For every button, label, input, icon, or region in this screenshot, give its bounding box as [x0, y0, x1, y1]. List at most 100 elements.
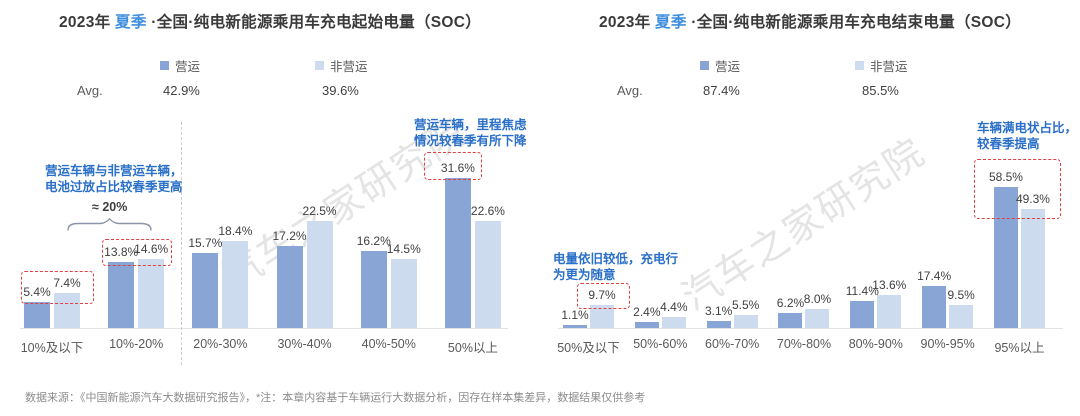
value-label: 3.1%: [704, 304, 733, 318]
bar-slot: 9.5%: [947, 113, 975, 328]
bar-group: 15.7% 18.4% 20%-30%: [188, 113, 252, 351]
title-scope: ·全国·纯电新能源乘用车充电结束电量（SOC）: [686, 14, 1022, 31]
value-label: 4.4%: [660, 300, 688, 314]
bar-operating: [850, 301, 875, 328]
bar-slot: 15.7%: [188, 113, 222, 328]
bar-operating: [634, 322, 659, 328]
bar-non-operating: [661, 317, 686, 328]
value-label: 22.5%: [302, 204, 337, 218]
legend-swatch-non-operating-icon: [315, 61, 324, 70]
bar-operating: [108, 262, 135, 328]
value-label: 17.2%: [272, 229, 307, 243]
bar-slot: 2.4%: [633, 113, 661, 328]
footer-note: 数据来源：《中国新能源汽车大数据研究报告》，*注：本章内容基于车辆运行大数据分析…: [25, 392, 646, 404]
bar-chart-end-soc: 1.1% 9.7% 50%及以下 2.4% 4.4% 50%-60% 3.1% 5.5% 60%…: [557, 113, 1050, 355]
bar-slot: 58.5%: [989, 113, 1023, 328]
title-year: 2023年: [58, 14, 116, 31]
legend-label-non-operating: 非营运: [330, 60, 368, 74]
bar-slot: 17.2%: [273, 113, 307, 328]
bar-slot: 9.7%: [588, 113, 616, 328]
avg-value-non-operating: 39.6%: [322, 83, 359, 98]
bar-non-operating: [877, 295, 902, 328]
category-label: 50%-60%: [633, 337, 688, 351]
annotation-range-anxiety: 营运车辆，里程焦虑 情况较春季有所下降: [414, 118, 527, 148]
bar-group: 3.1% 5.5% 60%-70%: [704, 113, 759, 351]
bar-slot: 5.5%: [732, 113, 759, 328]
highlight-box-10-20: [102, 239, 172, 266]
legend-item-operating: 营运: [160, 56, 200, 75]
annotation-casual-charging: 电量依旧较低，充电行 为更为随意: [553, 252, 679, 282]
bar-operating: [922, 286, 947, 328]
avg-label: Avg.: [617, 83, 643, 98]
annotation-overdischarge: 营运车辆与非营运车辆， 电池过放占比较春季更高: [45, 164, 183, 194]
bar-non-operating: [138, 259, 165, 328]
bar-group: 2.4% 4.4% 50%-60%: [633, 113, 688, 351]
bar-operating: [706, 321, 731, 328]
bar-operating: [563, 325, 587, 328]
chart-title: 2023年 夏季 ·全国·纯电新能源乘用车充电起始电量（SOC）: [0, 10, 540, 32]
category-label: 70%-80%: [776, 337, 832, 351]
highlight-box-over-95: [974, 159, 1061, 219]
brace-icon: [67, 218, 152, 231]
bar-operating: [276, 246, 303, 328]
legend-label-operating: 营运: [715, 60, 741, 74]
value-label: 9.5%: [947, 288, 975, 302]
bar-operating: [778, 313, 803, 328]
bar-operating: [192, 253, 219, 328]
bar-non-operating: [805, 309, 830, 328]
value-label: 16.2%: [356, 234, 391, 248]
bar-slot: 22.6%: [471, 113, 505, 328]
title-season: 夏季: [655, 14, 687, 31]
value-label: 6.2%: [776, 296, 805, 310]
value-label: 7.4%: [53, 276, 81, 290]
bar-slot: 16.2%: [357, 113, 391, 328]
value-label: 1.1%: [561, 308, 589, 322]
bar-group: 11.4% 13.6% 80%-90%: [846, 113, 907, 351]
bar-slot: 14.6%: [134, 113, 168, 328]
legend-swatch-non-operating-icon: [855, 61, 864, 70]
bar-slot: 13.6%: [872, 113, 906, 328]
bar-non-operating: [949, 305, 974, 328]
bar-group: 6.2% 8.0% 70%-80%: [776, 113, 832, 351]
category-label: 50%以上: [447, 341, 498, 355]
legend-label-non-operating: 非营运: [870, 60, 908, 74]
bar-non-operating: [390, 259, 417, 328]
bar-operating: [993, 187, 1018, 328]
bar-group: 17.4% 9.5% 90%-95%: [917, 113, 975, 351]
annotation-full-charge: 车辆满电状占比， 较春季提高: [977, 121, 1078, 151]
value-label: 58.5%: [988, 170, 1023, 184]
value-label: 8.0%: [803, 292, 832, 306]
value-label: 15.7%: [188, 236, 223, 250]
bar-group: 1.1% 9.7% 50%及以下: [557, 113, 620, 355]
value-label: 13.8%: [104, 245, 139, 259]
legend-item-operating: 营运: [700, 56, 740, 75]
bar-chart-start-soc: 5.4% 7.4% 10%及以下 13.8% 14.6% 10%-20% 15.7% 18.4…: [21, 113, 505, 355]
bar-slot: 14.5%: [387, 113, 421, 328]
bar-operating: [444, 178, 471, 328]
title-scope: ·全国·纯电新能源乘用车充电起始电量（SOC）: [146, 14, 482, 31]
value-label: 2.4%: [633, 305, 661, 319]
value-label: 14.5%: [386, 242, 421, 256]
bar-group: 17.2% 22.5% 30%-40%: [273, 113, 337, 351]
axis-baseline: [558, 328, 1063, 329]
bar-group: 58.5% 49.3% 95%以上: [989, 113, 1050, 355]
category-label: 10%-20%: [109, 337, 164, 351]
chart-panel-start-soc: 2023年 夏季 ·全国·纯电新能源乘用车充电起始电量（SOC） 营运 非营运 …: [0, 10, 540, 365]
value-label: 22.6%: [470, 204, 505, 218]
bar-slot: 13.8%: [104, 113, 138, 328]
section-divider: [181, 122, 182, 365]
bar-slot: 6.2%: [776, 113, 805, 328]
title-season: 夏季: [115, 14, 147, 31]
bar-slot: 17.4%: [917, 113, 951, 328]
bar-operating: [360, 251, 387, 328]
bar-slot: 7.4%: [53, 113, 81, 328]
value-label: 13.6%: [872, 278, 907, 292]
category-label: 30%-40%: [277, 337, 332, 351]
value-label: 5.4%: [23, 285, 51, 299]
category-label: 40%-50%: [361, 337, 416, 351]
bar-non-operating: [474, 221, 501, 328]
value-label: 9.7%: [588, 288, 616, 302]
bar-non-operating: [590, 305, 614, 328]
avg-value-operating: 42.9%: [163, 83, 200, 98]
avg-value-operating: 87.4%: [703, 83, 740, 98]
